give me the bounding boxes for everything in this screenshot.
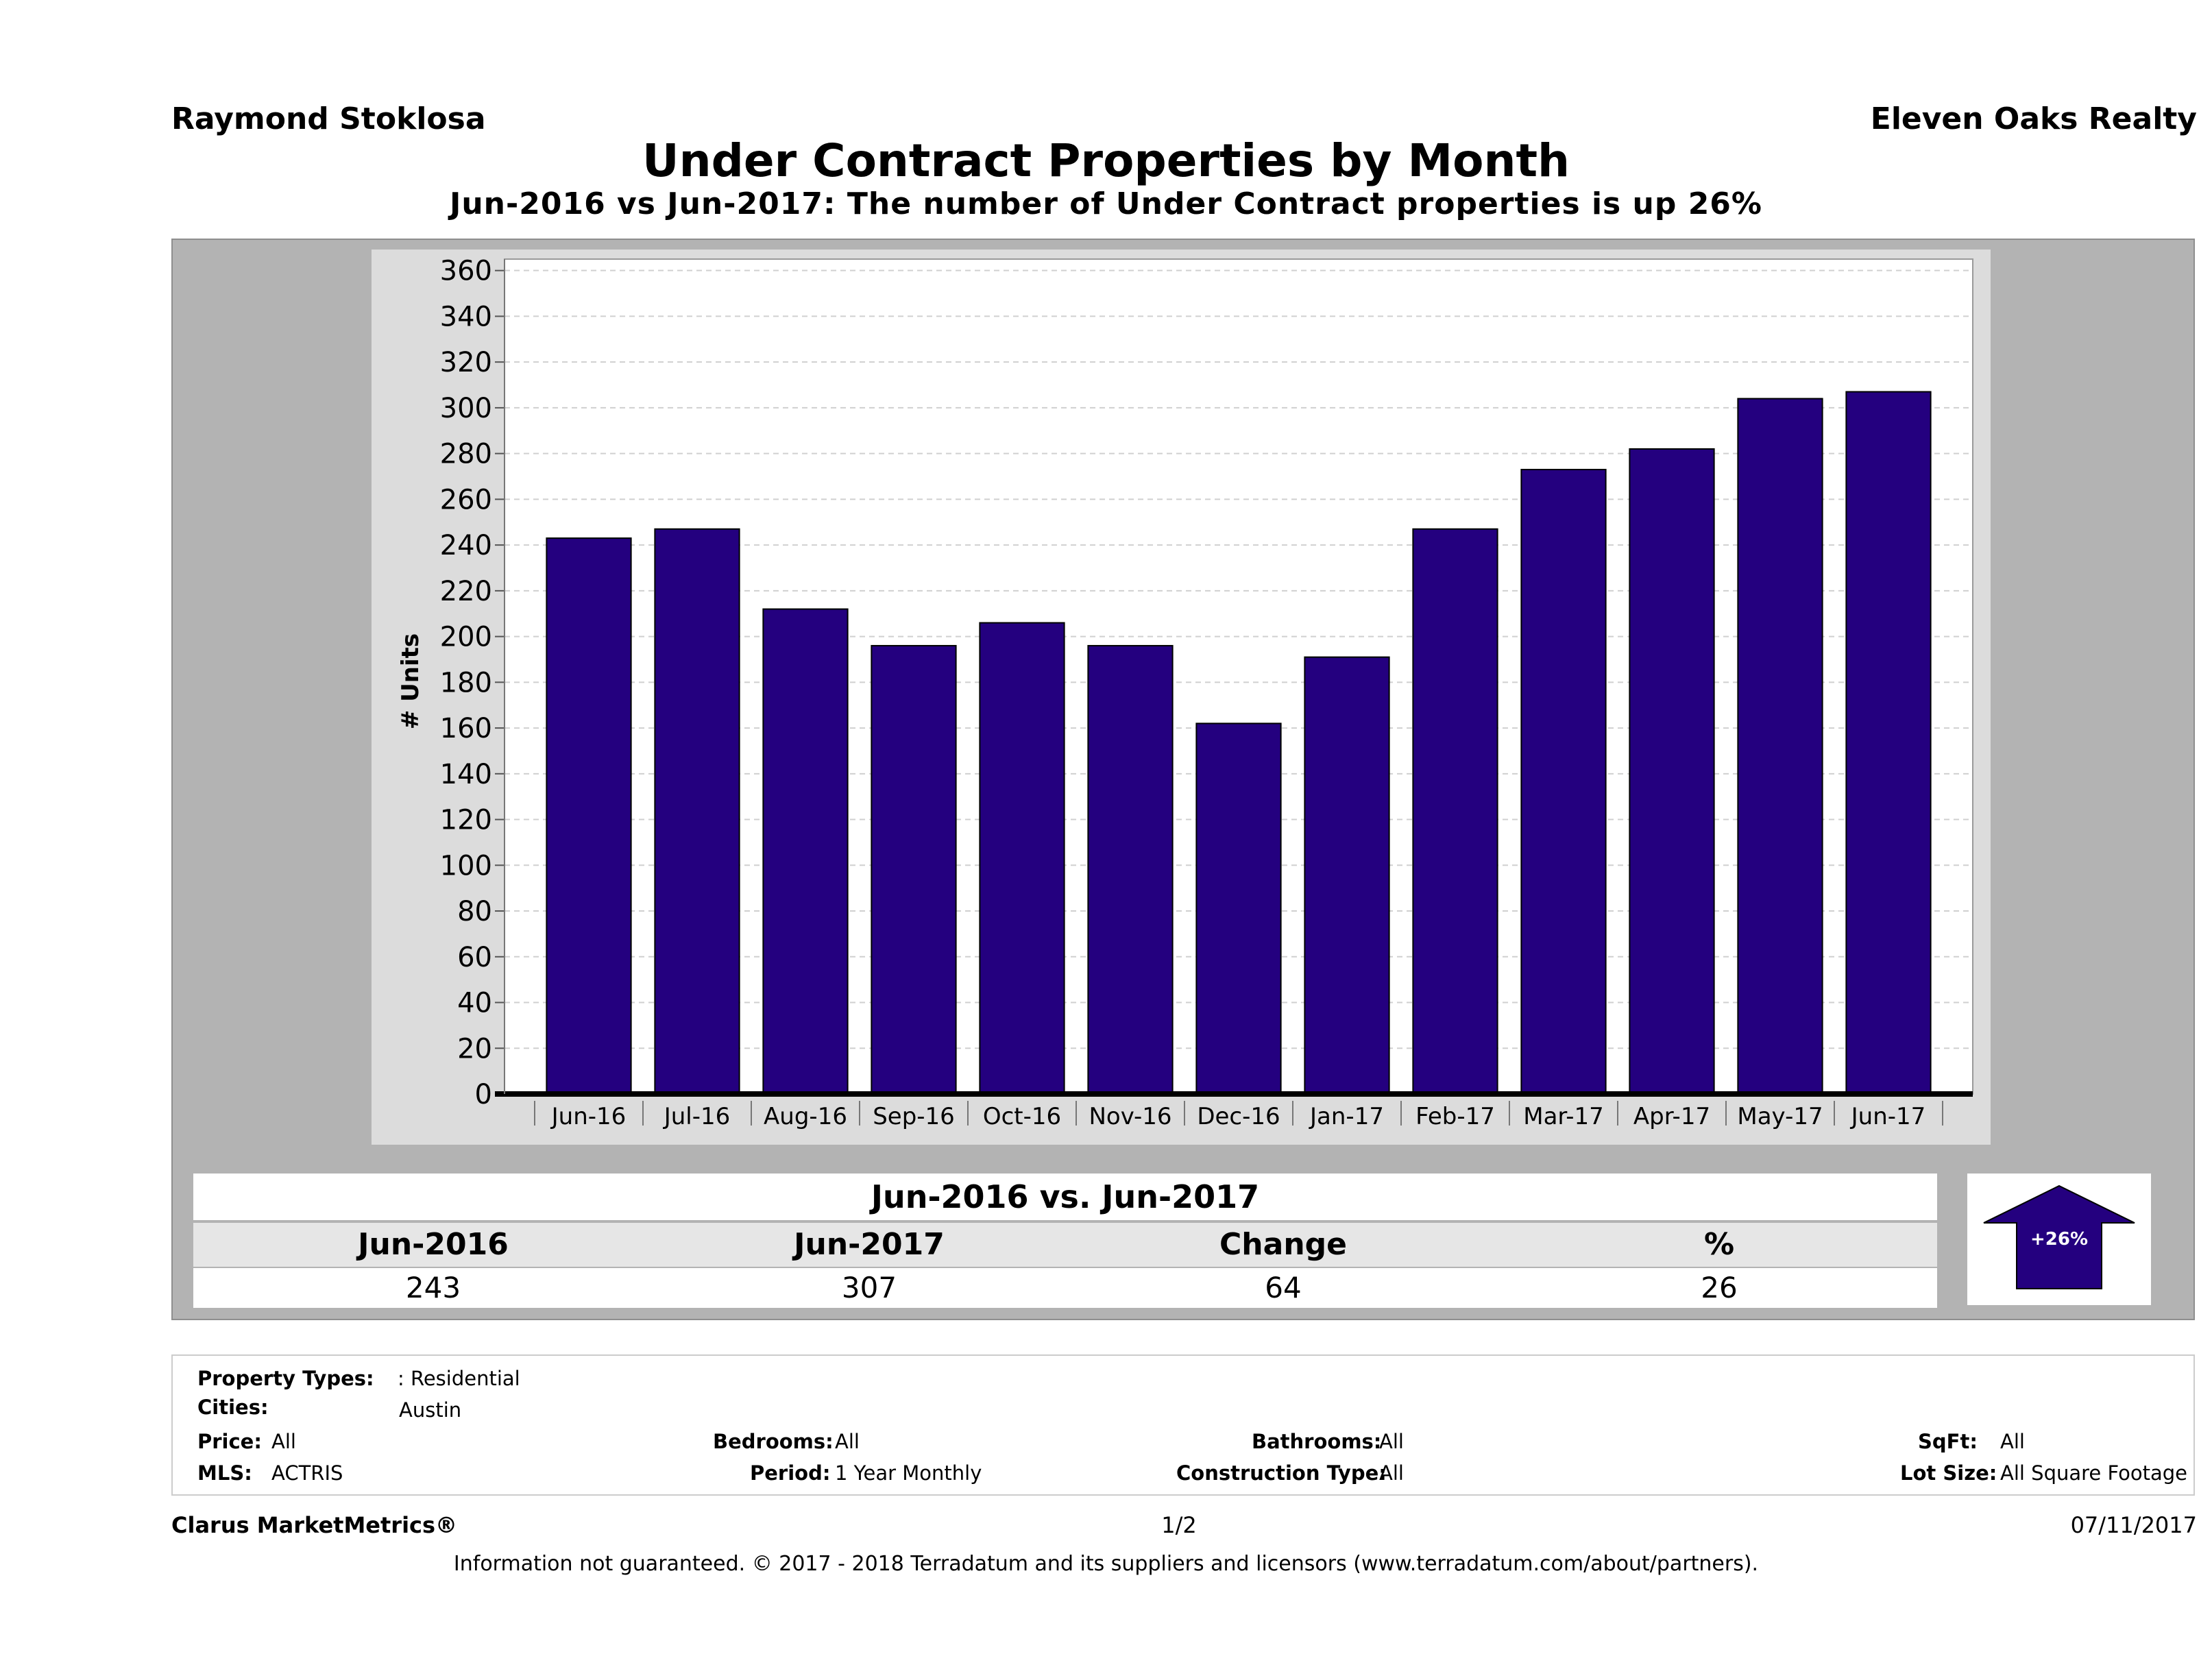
- report-date: 07/11/2017: [2070, 1512, 2197, 1538]
- bar-chart: 0 20 40 60 80 100 120 140 160 180 200 220 240 260 280 3…: [397, 256, 1973, 1130]
- y-tick-label: 300: [440, 393, 492, 424]
- x-tick-label: May-17: [1737, 1103, 1823, 1130]
- x-tick-label: Apr-17: [1633, 1103, 1710, 1130]
- x-tick-label: Oct-16: [983, 1103, 1061, 1130]
- x-tick-label: Sep-16: [873, 1103, 955, 1130]
- summary-value: 64: [1265, 1271, 1302, 1304]
- summary-header: Jun-2017: [794, 1227, 945, 1262]
- y-tick-label: 320: [440, 347, 492, 378]
- mls-value: ACTRIS: [271, 1461, 343, 1485]
- y-tick-label: 260: [440, 484, 492, 515]
- y-tick-label: 200: [440, 622, 492, 653]
- property-types-label: Property Types:: [197, 1367, 374, 1390]
- period-value: 1 Year Monthly: [835, 1461, 982, 1485]
- x-tick-label: Mar-17: [1523, 1103, 1604, 1130]
- x-tick-label: Jan-17: [1309, 1103, 1384, 1130]
- x-tick-label: Nov-16: [1089, 1103, 1172, 1130]
- x-tick-label: Jun-16: [550, 1103, 627, 1130]
- bar-Jan-17: [1304, 656, 1390, 1095]
- y-tick-label: 120: [440, 805, 492, 836]
- cities-label: Cities:: [197, 1396, 269, 1419]
- x-tick-label: Aug-16: [764, 1103, 847, 1130]
- change-percent-label: +26%: [2030, 1229, 2088, 1250]
- sqft-value: All: [2000, 1430, 2025, 1453]
- x-tick-label: Jul-16: [663, 1103, 731, 1130]
- price-label: Price:: [197, 1430, 262, 1453]
- summary-value: 243: [405, 1271, 461, 1304]
- bathrooms-label: Bathrooms:: [1252, 1430, 1382, 1453]
- bar-Nov-16: [1087, 644, 1174, 1095]
- bedrooms-label: Bedrooms:: [713, 1430, 834, 1453]
- construction-type-value: All: [1379, 1461, 1404, 1485]
- search-criteria: Property Types: : Residential Cities: Au…: [171, 1354, 2195, 1496]
- chart-title: Under Contract Properties by Month: [642, 134, 1570, 187]
- bar-May-17: [1737, 398, 1823, 1095]
- footer-brand: Clarus MarketMetrics®: [171, 1512, 458, 1538]
- bar-Feb-17: [1412, 528, 1498, 1095]
- y-tick-label: 220: [440, 576, 492, 607]
- y-tick-label: 360: [440, 256, 492, 287]
- y-tick-label: 60: [457, 942, 492, 973]
- up-arrow-icon: +26%: [1983, 1184, 2135, 1289]
- x-tick-label: Dec-16: [1197, 1103, 1280, 1130]
- y-tick-label: 0: [475, 1079, 492, 1110]
- summary-header: Jun-2016: [358, 1227, 509, 1262]
- cities-value: Austin: [399, 1398, 462, 1422]
- bar-Apr-17: [1629, 448, 1715, 1095]
- y-tick-label: 80: [457, 896, 492, 927]
- price-value: All: [271, 1430, 296, 1453]
- y-tick-label: 240: [440, 530, 492, 561]
- y-tick-label: 160: [440, 713, 492, 744]
- bar-Mar-17: [1520, 469, 1607, 1095]
- summary-value: 307: [841, 1271, 897, 1304]
- summary-value-row: 243 307 64 26: [193, 1268, 1937, 1308]
- x-tick-label: Jun-17: [1850, 1103, 1926, 1130]
- summary-title: Jun-2016 vs. Jun-2017: [193, 1174, 1937, 1220]
- y-tick-label: 40: [457, 988, 492, 1019]
- sqft-label: SqFt:: [1918, 1430, 1978, 1453]
- bar-Sep-16: [871, 644, 957, 1095]
- property-types-value: : Residential: [398, 1367, 520, 1390]
- bedrooms-value: All: [835, 1430, 860, 1453]
- bar-Jun-17: [1845, 391, 1932, 1095]
- lot-size-label: Lot Size:: [1900, 1461, 1997, 1485]
- disclaimer: Information not guaranteed. © 2017 - 201…: [453, 1552, 1759, 1576]
- x-tick-label: Feb-17: [1415, 1103, 1495, 1130]
- bar-Aug-16: [762, 608, 849, 1095]
- summary-header: Change: [1219, 1227, 1347, 1262]
- mls-label: MLS:: [197, 1461, 252, 1485]
- bar-Jul-16: [654, 528, 740, 1095]
- y-axis-label: # Units: [397, 633, 424, 729]
- y-tick-label: 100: [440, 850, 492, 881]
- bathrooms-value: All: [1379, 1430, 1404, 1453]
- summary-header: %: [1703, 1227, 1735, 1262]
- bar-Dec-16: [1195, 722, 1282, 1095]
- y-tick-label: 180: [440, 667, 492, 698]
- agent-name: Raymond Stoklosa: [171, 101, 486, 136]
- change-indicator: +26%: [1967, 1174, 2151, 1305]
- chart-area: 0 20 40 60 80 100 120 140 160 180 200 220 240 260 280 3…: [372, 250, 1991, 1145]
- y-tick-label: 20: [457, 1033, 492, 1065]
- chart-subtitle: Jun-2016 vs Jun-2017: The number of Unde…: [449, 186, 1763, 221]
- construction-type-label: Construction Type:: [1176, 1461, 1387, 1485]
- y-tick-label: 140: [440, 759, 492, 790]
- y-tick-label: 280: [440, 439, 492, 470]
- summary-value: 26: [1701, 1271, 1738, 1304]
- company-name: Eleven Oaks Realty: [1870, 101, 2197, 136]
- y-tick-label: 340: [440, 301, 492, 332]
- bar-Oct-16: [979, 622, 1065, 1095]
- bar-Jun-16: [546, 537, 632, 1095]
- page-number: 1/2: [1161, 1512, 1197, 1538]
- period-label: Period:: [750, 1461, 831, 1485]
- summary-header-row: Jun-2016 Jun-2017 Change %: [193, 1223, 1937, 1267]
- lot-size-value: All Square Footage: [2000, 1461, 2188, 1485]
